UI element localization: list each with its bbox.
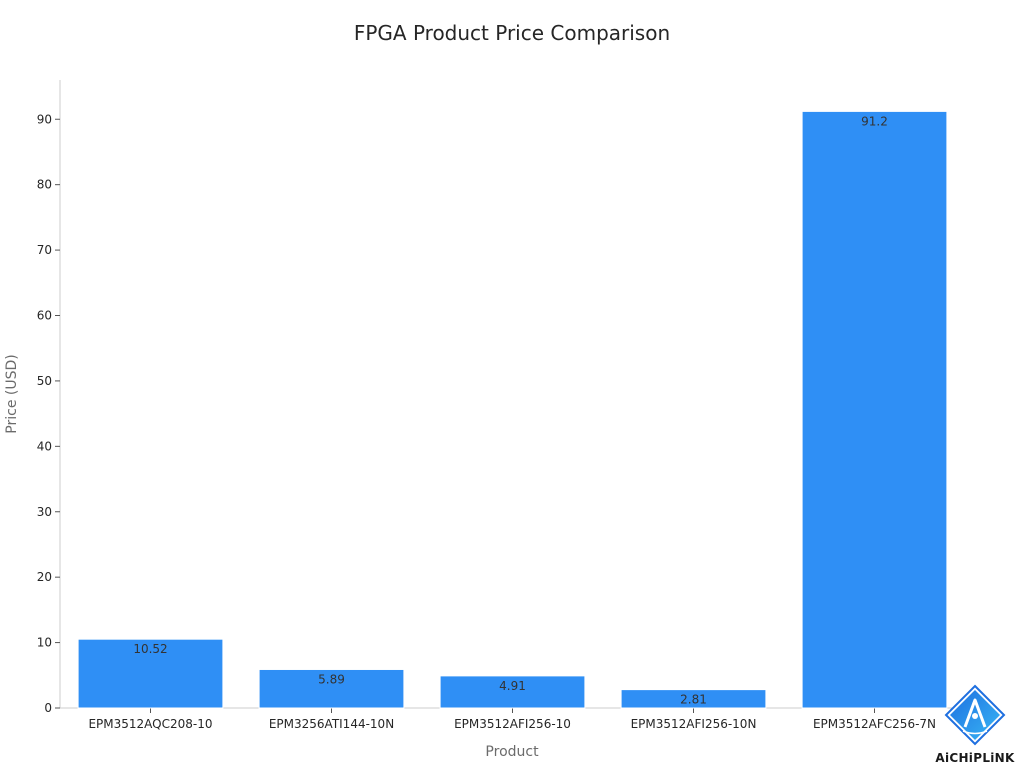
data-label: 10.52 xyxy=(133,642,167,656)
bar-4 xyxy=(620,689,767,709)
data-label: 5.89 xyxy=(318,672,345,686)
data-label: 91.2 xyxy=(861,114,888,128)
x-tick-label: EPM3512AFI256-10N xyxy=(631,717,757,731)
data-label: 4.91 xyxy=(499,679,526,693)
x-tick-label: EPM3256ATI144-10N xyxy=(269,717,394,731)
y-tick-label: 40 xyxy=(37,439,52,453)
brand-name: AiCHiPLiNK xyxy=(935,751,1015,765)
bars xyxy=(77,110,948,709)
data-label: 2.81 xyxy=(680,693,707,707)
y-tick-label: 70 xyxy=(37,243,52,257)
x-tick-label: EPM3512AFC256-7N xyxy=(813,717,936,731)
y-tick-label: 0 xyxy=(44,701,52,715)
y-tick-label: 30 xyxy=(37,505,52,519)
y-tick-label: 60 xyxy=(37,309,52,323)
x-tick-label: EPM3512AQC208-10 xyxy=(88,717,212,731)
x-tick-label: EPM3512AFI256-10 xyxy=(454,717,571,731)
y-tick-label: 10 xyxy=(37,636,52,650)
aichiplink-logo-icon xyxy=(944,684,1006,746)
bar-3 xyxy=(439,675,586,709)
y-tick-label: 80 xyxy=(37,178,52,192)
data-labels: 10.52 5.89 4.91 2.81 91.2 xyxy=(133,114,888,706)
x-axis-label: Product xyxy=(485,744,539,760)
bar-2 xyxy=(258,668,405,709)
y-tick-label: 50 xyxy=(37,374,52,388)
bar-5 xyxy=(801,110,948,709)
y-tick-label: 20 xyxy=(37,570,52,584)
x-axis: EPM3512AQC208-10 EPM3256ATI144-10N EPM3512… xyxy=(60,707,965,731)
y-axis-label: Price (USD) xyxy=(4,354,20,433)
bar-1 xyxy=(77,638,224,709)
y-tick-label: 90 xyxy=(37,112,52,126)
chart-title: FPGA Product Price Comparison xyxy=(354,21,670,45)
y-axis: 0 10 20 30 40 50 60 70 80 90 xyxy=(37,80,61,715)
